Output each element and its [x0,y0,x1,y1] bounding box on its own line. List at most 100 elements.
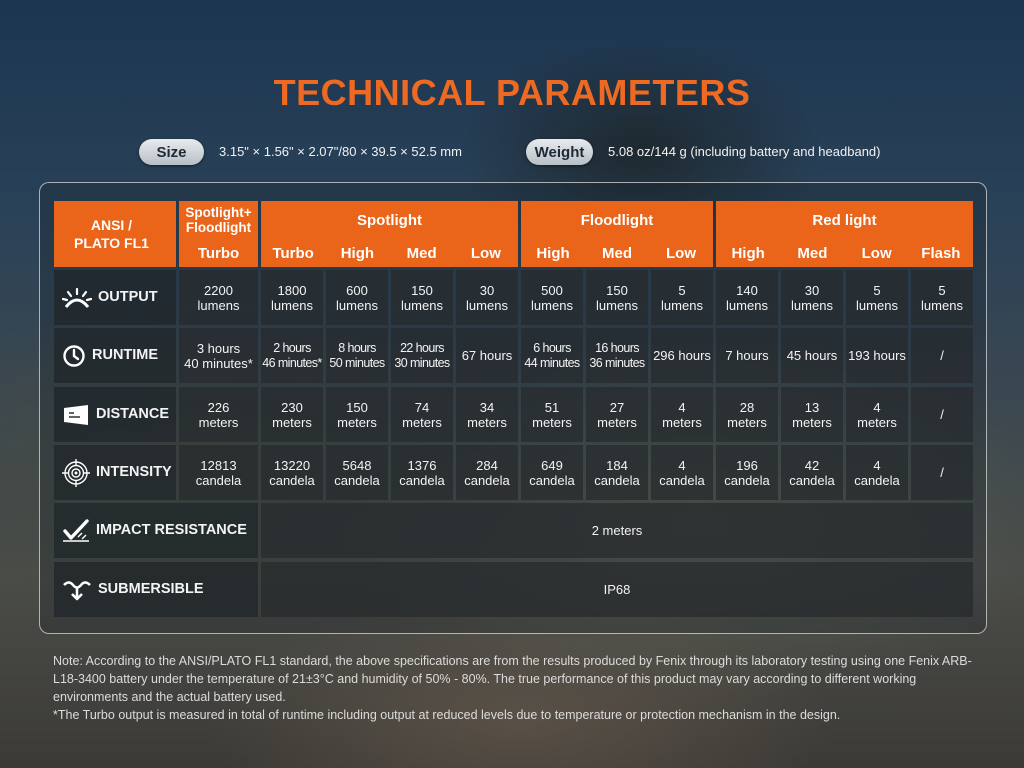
weight-value: 5.08 oz/144 g (including battery and hea… [608,144,881,159]
group-red-light-header: Red light High Med Low Flash [716,201,973,267]
mode-med: Med [602,244,632,262]
mode-row: Turbo High Med Low [261,239,518,267]
table-cell: 3 hours 40 minutes* [179,328,258,383]
table-cell: 8 hours 50 minutes [326,328,388,383]
mode-row: High Med Low Flash [716,239,973,267]
table-cell: 193 hours [846,328,908,383]
mode-med: Med [797,244,828,262]
row-label-runtime: RUNTIME [54,328,176,383]
value-impact: 2 meters [261,503,973,558]
mode-row: High Med Low [521,239,713,267]
table-cell: 600 lumens [326,270,388,325]
mode-med: Med [406,244,437,262]
row-label-output: OUTPUT [54,270,176,325]
table-cell: 7 hours [716,328,778,383]
table-cell: 230 meters [261,387,323,442]
table-cell: 500 lumens [521,270,583,325]
value-submersible: IP68 [261,562,973,617]
table-cell: 74 meters [391,387,453,442]
table-cell: 5 lumens [911,270,973,325]
table-cell: 5 lumens [846,270,908,325]
table-cell: 2 hours 46 minutes* [261,328,323,383]
table-cell: 42 candela [781,445,843,500]
row-label-distance: DISTANCE [54,387,176,442]
row-label-text: SUBMERSIBLE [98,581,204,597]
water-icon [63,580,91,600]
table-cell: / [911,328,973,383]
table-cell: 27 meters [586,387,648,442]
table-cell: 12813 candela [179,445,258,500]
table-cell: 5648 candela [326,445,388,500]
group-floodlight-header: Floodlight High Med Low [521,201,713,267]
table-cell: 284 candela [456,445,518,500]
table-cell: 45 hours [781,328,843,383]
table-cell: 22 hours 30 minutes [391,328,453,383]
group-spotlight-title: Spotlight [357,211,422,229]
table-cell: 34 meters [456,387,518,442]
standard-header: ANSI / PLATO FL1 [54,201,176,267]
mode-low: Low [470,244,501,262]
weight-badge: Weight [526,139,593,165]
note-turbo: *The Turbo output is measured in total o… [53,708,841,722]
row-label-impact: IMPACT RESISTANCE [54,503,258,558]
table-cell: 150 meters [326,387,388,442]
clock-icon [63,344,85,367]
beam-distance-icon [64,404,88,425]
note-standard: Note: According to the ANSI/PLATO FL1 st… [53,654,972,704]
table-cell: 1376 candela [391,445,453,500]
mode-high: High [536,244,570,262]
row-label-text: DISTANCE [96,406,170,422]
table-cell: 67 hours [456,328,518,383]
table-cell: 4 meters [651,387,713,442]
table-cell: 196 candela [716,445,778,500]
table-cell: 226 meters [179,387,258,442]
table-cell: 30 lumens [456,270,518,325]
target-icon [62,458,90,487]
page-title: TECHNICAL PARAMETERS [273,72,751,113]
row-label-text: OUTPUT [98,289,158,305]
mode-high: High [340,244,375,262]
mode-low: Low [861,244,892,262]
table-cell: 2200 lumens [179,270,258,325]
table-cell: 649 candela [521,445,583,500]
table-cell: 28 meters [716,387,778,442]
group-spotlight-header: Spotlight Turbo High Med Low [261,201,518,267]
table-cell: 4 meters [846,387,908,442]
footnote: Note: According to the ANSI/PLATO FL1 st… [53,652,975,724]
size-badge: Size [139,139,204,165]
table-cell: 4 candela [846,445,908,500]
size-value: 3.15" × 1.56" × 2.07"/80 × 39.5 × 52.5 m… [219,144,462,159]
mode-low: Low [666,244,696,262]
table-cell: 150 lumens [391,270,453,325]
mode-turbo: Turbo [197,244,240,262]
mode-row: Turbo [179,239,258,267]
mode-turbo: Turbo [272,244,314,262]
table-cell: 150 lumens [586,270,648,325]
row-label-submersible: SUBMERSIBLE [54,562,258,617]
table-cell: / [911,445,973,500]
impact-icon [63,518,89,542]
row-label-text: IMPACT RESISTANCE [96,522,247,538]
table-cell: 296 hours [651,328,713,383]
light-burst-icon [62,287,92,308]
group-spotlight-floodlight-header: Spotlight+ Floodlight Turbo [179,201,258,267]
table-cell: 30 lumens [781,270,843,325]
table-cell: 13 meters [781,387,843,442]
table-cell: 140 lumens [716,270,778,325]
group-red-light-title: Red light [812,211,877,229]
table-cell: / [911,387,973,442]
mode-flash: Flash [921,244,961,262]
row-label-text: INTENSITY [96,464,172,480]
table-cell: 5 lumens [651,270,713,325]
row-label-text: RUNTIME [92,347,159,363]
table-cell: 184 candela [586,445,648,500]
row-label-intensity: INTENSITY [54,445,176,500]
table-cell: 51 meters [521,387,583,442]
table-cell: 13220 candela [261,445,323,500]
table-cell: 6 hours 44 minutes [521,328,583,383]
group-spotlight-floodlight-title: Spotlight+ Floodlight [185,205,252,235]
mode-high: High [731,244,765,262]
table-cell: 4 candela [651,445,713,500]
group-floodlight-title: Floodlight [580,211,654,229]
